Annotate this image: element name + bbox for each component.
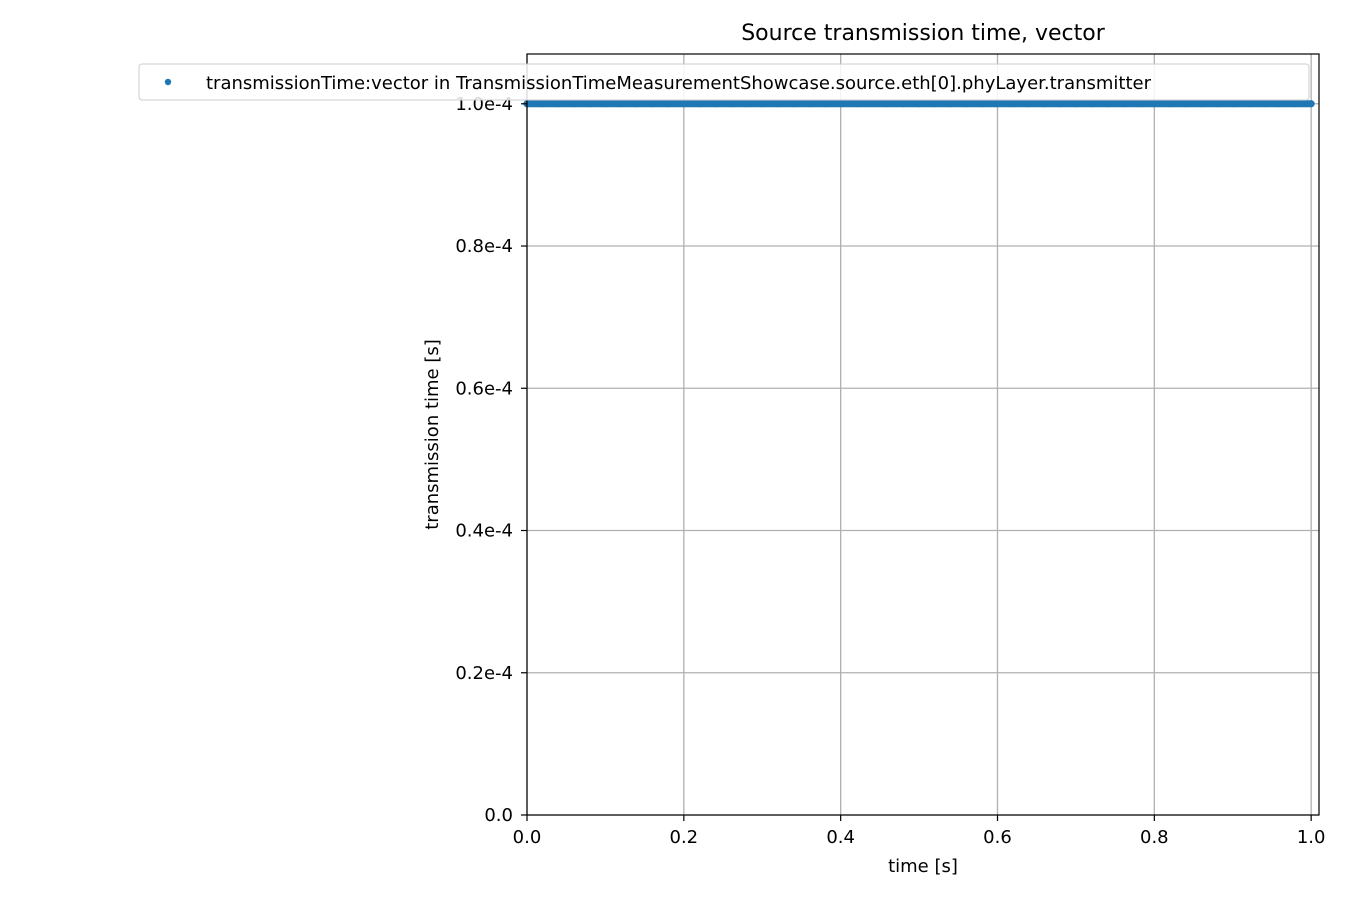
y-tick-label: 0.0 xyxy=(484,805,513,826)
data-point xyxy=(1009,100,1017,108)
x-axis-label: time [s] xyxy=(888,856,958,877)
data-point xyxy=(727,100,735,108)
x-tick-label: 0.4 xyxy=(826,827,855,848)
data-point xyxy=(617,100,625,108)
ticks-layer: 0.0 0.2 0.4 0.6 0.8 1.0 0.0 0.2e-4 0.4e-4 0.6e-4 0… xyxy=(455,94,1325,848)
data-point xyxy=(1150,100,1158,108)
data-point xyxy=(1276,100,1284,108)
series-layer xyxy=(523,100,1315,108)
data-point xyxy=(1182,100,1190,108)
data-point xyxy=(664,100,672,108)
data-point xyxy=(680,100,688,108)
data-point xyxy=(790,100,798,108)
x-tick-label: 0.6 xyxy=(983,827,1012,848)
data-point xyxy=(1119,100,1127,108)
data-point xyxy=(1244,100,1252,108)
data-point xyxy=(1135,100,1143,108)
data-point xyxy=(884,100,892,108)
data-point xyxy=(821,100,829,108)
data-point xyxy=(805,100,813,108)
data-point xyxy=(962,100,970,108)
plot-frame xyxy=(526,53,1320,816)
y-axis-label: transmission time [s] xyxy=(422,339,443,530)
y-tick-label: 0.2e-4 xyxy=(455,663,513,684)
data-point xyxy=(1229,100,1237,108)
data-point xyxy=(711,100,719,108)
data-point xyxy=(868,100,876,108)
data-point xyxy=(1103,100,1111,108)
legend: transmissionTime:vector in TransmissionT… xyxy=(138,63,1310,101)
data-point xyxy=(946,100,954,108)
data-point xyxy=(554,100,562,108)
data-point xyxy=(633,100,641,108)
y-tick-label: 0.6e-4 xyxy=(455,378,513,399)
data-point xyxy=(539,100,547,108)
y-tick-label: 0.8e-4 xyxy=(455,236,513,257)
legend-label: transmissionTime:vector in TransmissionT… xyxy=(206,73,1152,94)
grid-layer xyxy=(526,54,1319,816)
x-tick-label: 0.2 xyxy=(670,827,699,848)
data-point xyxy=(852,100,860,108)
legend-box xyxy=(138,63,1310,101)
data-point xyxy=(1260,100,1268,108)
data-point xyxy=(1197,100,1205,108)
data-point xyxy=(648,100,656,108)
data-point xyxy=(601,100,609,108)
data-point xyxy=(931,100,939,108)
data-point xyxy=(743,100,751,108)
data-point xyxy=(586,100,594,108)
x-tick-label: 0.8 xyxy=(1140,827,1169,848)
data-point xyxy=(774,100,782,108)
x-tick-label: 1.0 xyxy=(1297,827,1326,848)
data-point xyxy=(993,100,1001,108)
data-point xyxy=(1072,100,1080,108)
x-tick-label: 0.0 xyxy=(513,827,542,848)
data-point xyxy=(1166,100,1174,108)
data-point xyxy=(837,100,845,108)
data-point xyxy=(978,100,986,108)
data-point xyxy=(899,100,907,108)
data-point xyxy=(696,100,704,108)
data-point xyxy=(758,100,766,108)
y-tick-label: 0.4e-4 xyxy=(455,521,513,542)
data-point xyxy=(1041,100,1049,108)
data-point xyxy=(1213,100,1221,108)
data-point xyxy=(1025,100,1033,108)
data-point xyxy=(915,100,923,108)
data-point xyxy=(1307,100,1315,108)
data-point xyxy=(1088,100,1096,108)
chart-title: Source transmission time, vector xyxy=(741,21,1106,46)
legend-marker xyxy=(164,78,172,86)
data-point xyxy=(1056,100,1064,108)
data-point xyxy=(1291,100,1299,108)
data-point xyxy=(570,100,578,108)
